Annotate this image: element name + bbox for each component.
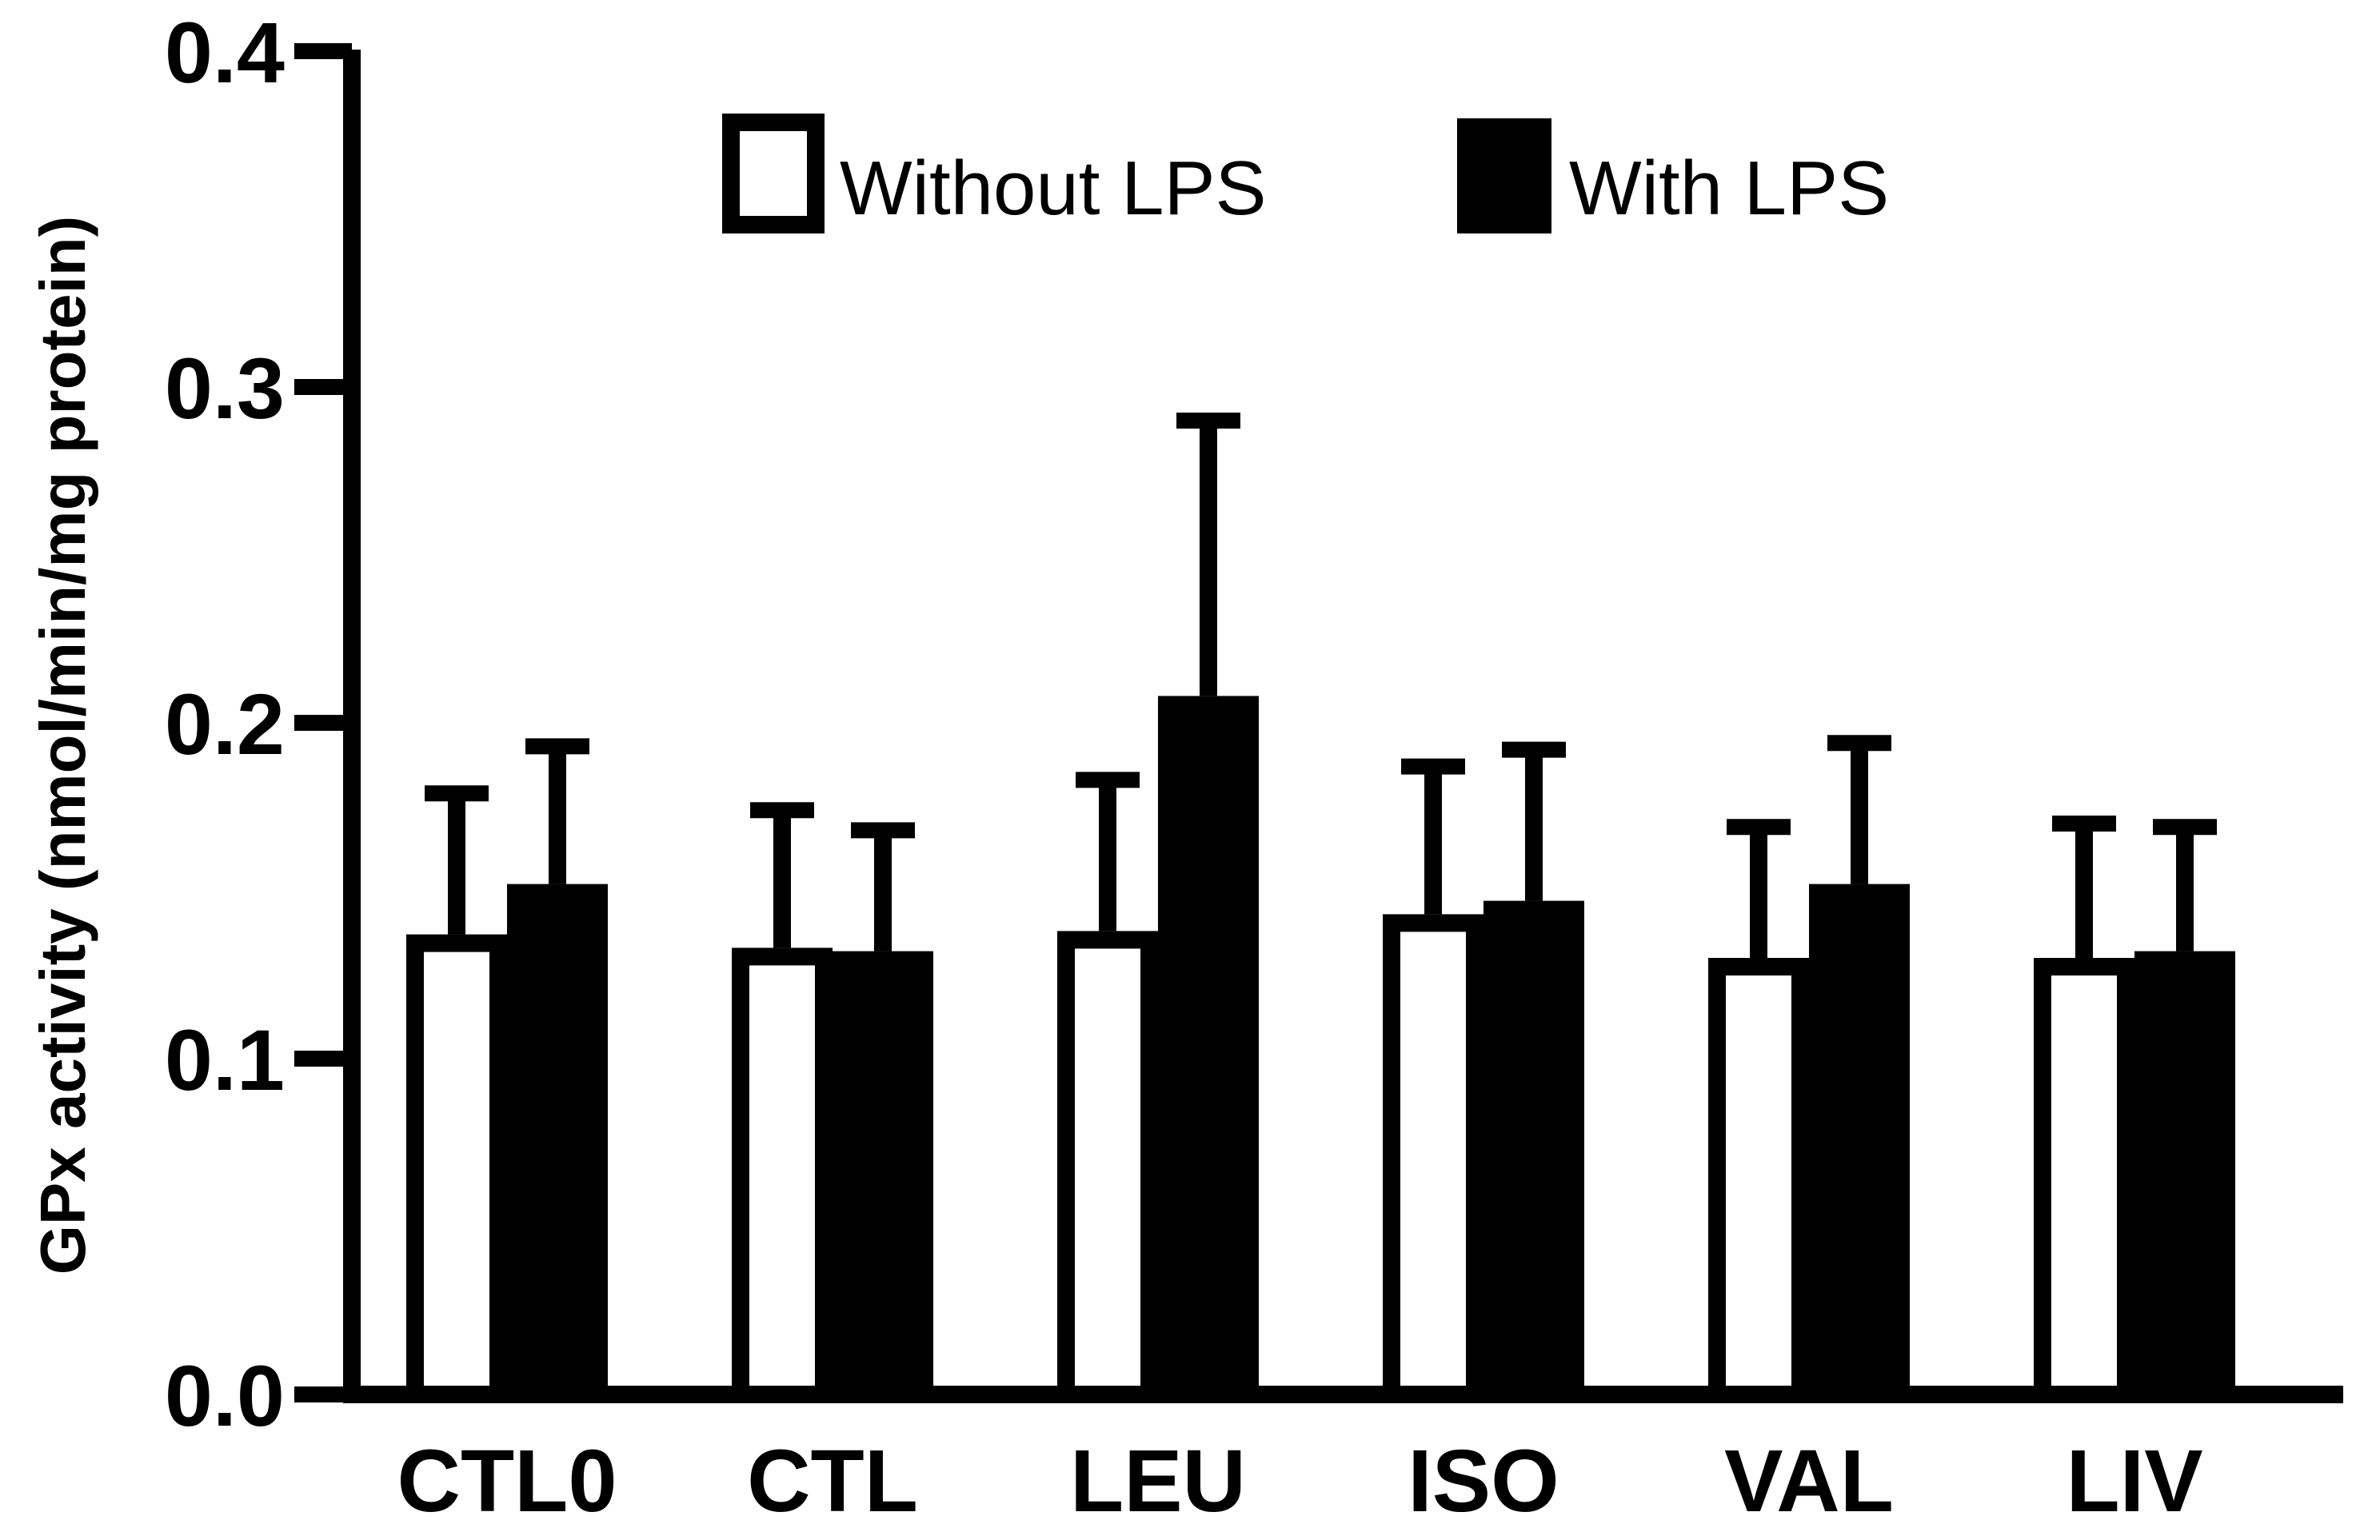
x-tick-label-2: LEU — [1070, 1432, 1246, 1530]
x-tick-label-1: CTL — [747, 1432, 918, 1530]
bar-with-lps-CTL — [833, 951, 933, 1394]
legend-label-without-lps: Without LPS — [840, 146, 1267, 231]
bar-with-lps-LIV — [2134, 951, 2235, 1394]
x-axis-labels: CTL0 CTL LEU ISO VAL LIV — [397, 1432, 2203, 1530]
y-axis-ticks: 0.0 0.1 0.2 0.3 0.4 — [165, 4, 352, 1444]
bars — [406, 413, 2235, 1403]
x-tick-label-5: LIV — [2066, 1432, 2202, 1530]
x-tick-label-4: VAL — [1724, 1432, 1894, 1530]
y-tick-label-1: 0.1 — [165, 1011, 285, 1108]
legend-swatch-with-lps — [1457, 118, 1551, 233]
y-tick-label-2: 0.2 — [165, 676, 285, 772]
bar-without-lps-CTL — [732, 948, 833, 1403]
bar-with-lps-CTL0 — [507, 884, 608, 1394]
axes — [343, 50, 2343, 1403]
bar-without-lps-ISO — [1383, 914, 1484, 1403]
bar-without-lps-CTL0 — [406, 934, 507, 1403]
bar-with-lps-LEU — [1158, 696, 1259, 1394]
y-tick-label-3: 0.3 — [165, 340, 285, 437]
y-tick-label-0: 0.0 — [165, 1347, 285, 1444]
x-tick-label-0: CTL0 — [397, 1432, 617, 1530]
y-tick-label-4: 0.4 — [165, 4, 285, 101]
bar-without-lps-LEU — [1057, 931, 1158, 1403]
y-axis-title: GPx activity (nmol/min/mg protein) — [27, 216, 98, 1275]
bar-with-lps-ISO — [1484, 900, 1584, 1394]
bar-with-lps-VAL — [1809, 884, 1910, 1394]
legend-swatch-without-lps — [722, 114, 825, 233]
x-tick-label-3: ISO — [1408, 1432, 1559, 1530]
legend-label-with-lps: With LPS — [1569, 146, 1889, 231]
legend: Without LPS With LPS — [722, 114, 1889, 233]
bar-without-lps-LIV — [2034, 958, 2134, 1403]
bar-without-lps-VAL — [1708, 958, 1809, 1403]
